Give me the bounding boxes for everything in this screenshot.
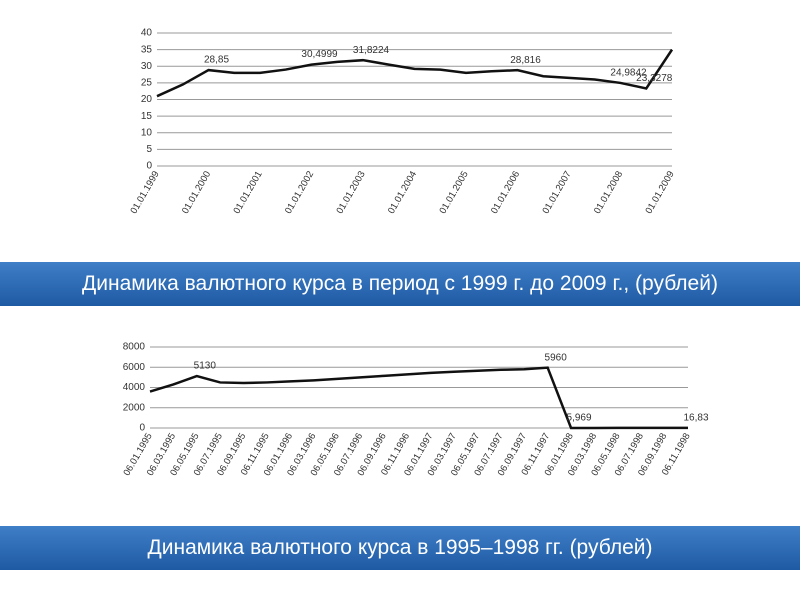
x-tick-label: 01.01.2000 bbox=[180, 169, 213, 216]
y-tick-label: 6000 bbox=[123, 362, 146, 373]
data-label: 30,4999 bbox=[301, 49, 338, 60]
x-tick-label: 01.01.2009 bbox=[643, 169, 676, 216]
y-tick-label: 35 bbox=[141, 44, 153, 55]
caption-banner: Динамика валютного курса в период с 1999… bbox=[0, 262, 800, 306]
x-tick-label: 01.01.2008 bbox=[592, 169, 625, 216]
data-label: 28,816 bbox=[510, 55, 541, 66]
y-tick-label: 15 bbox=[141, 111, 153, 122]
data-label: 28,85 bbox=[204, 55, 229, 66]
x-tick-label: 01.01.2004 bbox=[386, 169, 419, 216]
y-tick-label: 10 bbox=[141, 127, 153, 138]
y-tick-label: 20 bbox=[141, 94, 153, 105]
data-label: 16,83 bbox=[683, 412, 708, 423]
data-label: 5960 bbox=[545, 352, 568, 363]
data-label: 23,3278 bbox=[636, 73, 673, 84]
x-tick-label: 01.01.2002 bbox=[283, 169, 316, 216]
y-tick-label: 5 bbox=[146, 144, 152, 155]
x-tick-label: 01.01.2007 bbox=[540, 169, 573, 216]
x-tick-label: 01.01.2005 bbox=[437, 169, 470, 216]
x-tick-label: 01.01.2006 bbox=[489, 169, 522, 216]
y-tick-label: 0 bbox=[146, 161, 152, 172]
y-tick-label: 4000 bbox=[123, 382, 146, 393]
y-tick-label: 8000 bbox=[123, 342, 146, 353]
y-tick-label: 30 bbox=[141, 61, 153, 72]
caption-banner: Динамика валютного курса в 1995–1998 гг.… bbox=[0, 526, 800, 570]
x-tick-label: 01.01.1999 bbox=[128, 169, 161, 216]
y-tick-label: 40 bbox=[141, 28, 153, 39]
y-tick-label: 25 bbox=[141, 78, 153, 89]
y-tick-label: 0 bbox=[139, 423, 145, 434]
x-tick-label: 01.01.2001 bbox=[231, 169, 264, 216]
data-label: 5,969 bbox=[567, 413, 592, 424]
line bbox=[156, 48, 674, 98]
data-label: 31,8224 bbox=[353, 45, 390, 56]
line bbox=[149, 366, 689, 430]
y-tick-label: 2000 bbox=[123, 402, 146, 413]
data-label: 24,9842 bbox=[610, 68, 647, 79]
x-tick-label: 01.01.2003 bbox=[334, 169, 367, 216]
data-label: 5130 bbox=[194, 361, 217, 372]
